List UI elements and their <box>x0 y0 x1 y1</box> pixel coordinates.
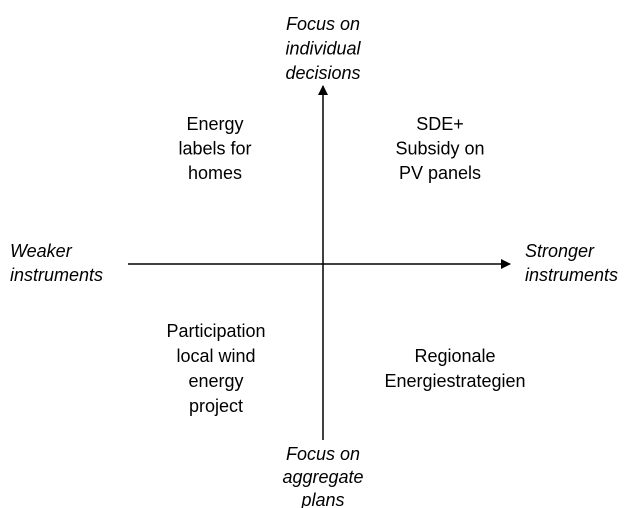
quadrant-label: Regionale <box>414 346 495 366</box>
axis-label: instruments <box>10 265 103 285</box>
axis-label: Stronger <box>525 241 595 261</box>
axis-label: individual <box>285 38 361 58</box>
quadrant-label: energy <box>188 371 243 391</box>
quadrant-label: Subsidy on <box>395 138 484 158</box>
quadrant-label: SDE+ <box>416 114 464 134</box>
quadrant-label: Energy <box>186 114 243 134</box>
axis-label: plans <box>300 490 344 508</box>
quadrant-label: labels for <box>178 138 251 158</box>
quadrant-label: local wind <box>176 346 255 366</box>
axis-label: Focus on <box>286 444 360 464</box>
quadrant-label: homes <box>188 163 242 183</box>
axis-label: instruments <box>525 265 618 285</box>
axis-label: decisions <box>285 63 360 83</box>
axis-label: Focus on <box>286 14 360 34</box>
quadrant-label: Energiestrategien <box>384 371 525 391</box>
quadrant-label: project <box>189 396 243 416</box>
quadrant-label: PV panels <box>399 163 481 183</box>
axis-label: aggregate <box>282 467 363 487</box>
quadrant-label: Participation <box>166 321 265 341</box>
axis-label: Weaker <box>10 241 73 261</box>
